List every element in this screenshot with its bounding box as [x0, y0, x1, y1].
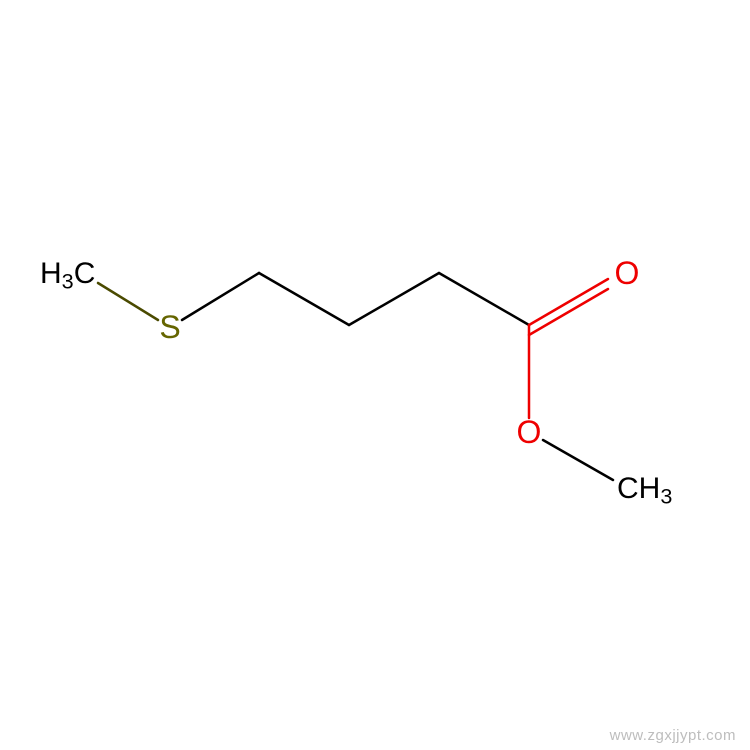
bond-b2	[182, 273, 259, 320]
bond-b6b	[529, 289, 608, 335]
bond-b1	[98, 283, 158, 320]
chemical-structure: H3C S O O CH3	[0, 0, 750, 750]
bond-b5	[439, 273, 529, 325]
atom-S: S	[159, 309, 180, 345]
atom-H3C-left: H3C	[40, 257, 95, 293]
atom-CH3-right: CH3	[617, 472, 672, 508]
atom-O-double: O	[615, 255, 640, 291]
atom-O-ester: O	[517, 414, 542, 450]
watermark-text: www.zgxjjypt.com	[610, 727, 736, 744]
bond-b8	[543, 440, 613, 480]
bond-b6a	[529, 279, 608, 325]
bond-b3	[259, 273, 349, 325]
bond-b4	[349, 273, 439, 325]
